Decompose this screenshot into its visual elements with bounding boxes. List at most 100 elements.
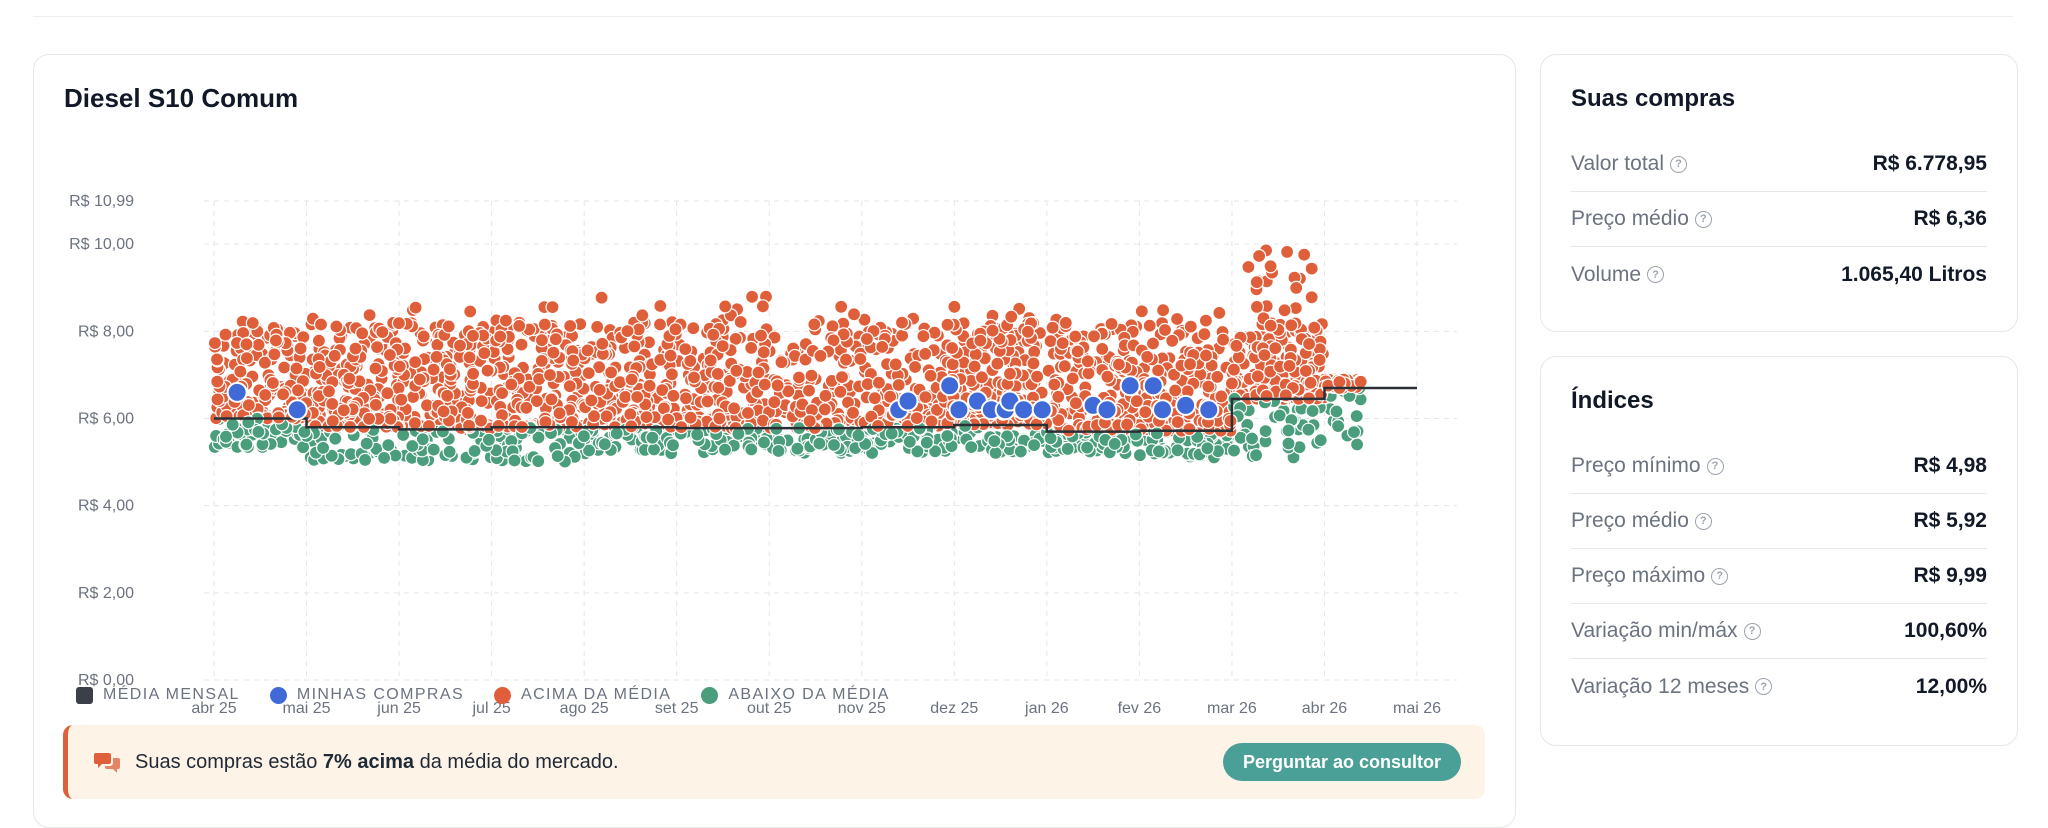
market-point-above <box>268 333 283 348</box>
market-point-above <box>744 289 760 304</box>
market-point-above <box>801 383 817 398</box>
market-point-above <box>321 384 337 399</box>
my-purchase-point <box>1198 399 1220 421</box>
legend-label: ABAIXO DA MÉDIA <box>728 686 890 703</box>
market-point-below <box>481 432 496 447</box>
market-point-above <box>491 418 506 433</box>
market-point-above <box>239 351 254 366</box>
market-point-above <box>429 349 444 364</box>
market-point-above <box>380 386 395 401</box>
market-point-above <box>1353 374 1368 389</box>
market-point-below <box>467 443 482 459</box>
market-point-above <box>564 414 580 430</box>
market-point-above <box>1298 363 1314 379</box>
market-point-above <box>416 329 431 344</box>
x-axis-ticks: abr 25 mai 25 jun 25 jul 25 ago 25 set 25 out … <box>191 700 1441 717</box>
help-icon[interactable]: ? <box>1706 457 1724 475</box>
ask-consultant-button[interactable]: Perguntar ao consultor <box>1222 743 1461 781</box>
market-point-above <box>1138 405 1153 420</box>
market-point-below <box>316 440 331 455</box>
market-point-below <box>576 429 592 444</box>
market-point-below <box>359 436 374 451</box>
market-point-above <box>562 379 577 394</box>
market-point-above <box>974 370 990 385</box>
market-point-above <box>1231 350 1246 365</box>
market-point-above <box>686 370 702 385</box>
alert-message: Suas compras estão 7% acima da média do … <box>135 751 619 774</box>
market-point-above <box>944 340 960 356</box>
market-point-below <box>1043 431 1058 446</box>
indices-row-variation-12m: Variação 12 meses? 12,00% <box>1571 659 1987 714</box>
market-point-above <box>1307 320 1322 335</box>
market-point-above <box>774 355 789 370</box>
market-point-above <box>639 410 654 425</box>
market-point-above <box>581 366 596 381</box>
my-purchase-point <box>1142 375 1164 397</box>
market-point-above <box>1197 327 1212 342</box>
market-point-above <box>875 339 890 354</box>
market-point-above <box>392 359 407 374</box>
market-point-above <box>630 389 645 405</box>
market-point-above <box>1279 244 1295 260</box>
market-point-above <box>538 415 553 430</box>
market-point-above <box>407 416 422 431</box>
y-tick-label: R$ 2,00 <box>78 585 134 602</box>
help-icon[interactable]: ? <box>1647 266 1665 283</box>
market-point-above <box>1198 348 1214 363</box>
market-point-below <box>1305 403 1320 419</box>
market-point-below <box>1281 423 1296 438</box>
market-point-above <box>594 290 609 305</box>
market-point-below <box>665 438 681 453</box>
market-point-above <box>740 405 756 421</box>
market-point-below <box>1349 437 1365 452</box>
market-point-above <box>239 337 254 352</box>
market-point-below <box>1248 448 1264 463</box>
y-tick-label: R$ 0,00 <box>78 672 134 689</box>
legend-above-average[interactable]: ACIMA DA MÉDIA <box>494 686 671 704</box>
market-point-above <box>894 328 910 343</box>
legend-monthly-average[interactable]: MÉDIA MENSAL <box>76 686 240 704</box>
market-point-above <box>207 336 222 351</box>
market-point-above <box>529 394 544 409</box>
help-icon[interactable]: ? <box>1694 512 1712 530</box>
market-point-above <box>940 317 955 332</box>
legend-my-purchases[interactable]: MINHAS COMPRAS <box>269 686 464 704</box>
row-label-text: Preço máximo <box>1571 564 1706 587</box>
market-point-above <box>1051 389 1066 404</box>
market-point-above <box>1140 349 1155 364</box>
market-point-above <box>277 360 292 375</box>
market-point-below <box>251 424 266 439</box>
market-point-below <box>225 417 240 432</box>
indices-row-variation-minmax: Variação min/máx? 100,60% <box>1571 604 1987 659</box>
market-point-below <box>358 452 373 467</box>
help-icon[interactable]: ? <box>1670 155 1687 173</box>
market-point-above <box>465 328 481 343</box>
market-point-above <box>664 367 680 382</box>
help-icon[interactable]: ? <box>1694 210 1712 228</box>
help-icon[interactable]: ? <box>1755 678 1773 695</box>
y-tick-label: R$ 8,00 <box>78 323 134 340</box>
market-point-above <box>474 394 489 409</box>
market-point-above <box>1241 259 1256 275</box>
market-point-above <box>466 366 481 381</box>
market-point-above <box>566 353 581 368</box>
x-tick-label: mar 26 <box>1207 700 1257 717</box>
market-point-above <box>744 340 759 355</box>
market-point-below <box>964 440 979 455</box>
market-point-above <box>1223 413 1238 429</box>
market-point-above <box>660 412 676 427</box>
row-value: 1.065,40 Litros <box>1841 262 1987 286</box>
help-icon[interactable]: ? <box>1743 622 1761 640</box>
x-tick-label: ago 25 <box>560 700 609 717</box>
market-point-below <box>415 432 430 447</box>
market-point-above <box>534 353 549 368</box>
market-point-above <box>1201 379 1216 394</box>
market-point-above <box>552 406 567 421</box>
market-point-above <box>1057 359 1072 374</box>
row-value: R$ 4,98 <box>1913 454 1987 477</box>
market-point-below <box>812 436 827 451</box>
market-point-above <box>267 347 282 362</box>
x-tick-label: mai 25 <box>283 700 331 717</box>
help-icon[interactable]: ? <box>1711 567 1729 585</box>
legend-below-average[interactable]: ABAIXO DA MÉDIA <box>701 686 889 704</box>
